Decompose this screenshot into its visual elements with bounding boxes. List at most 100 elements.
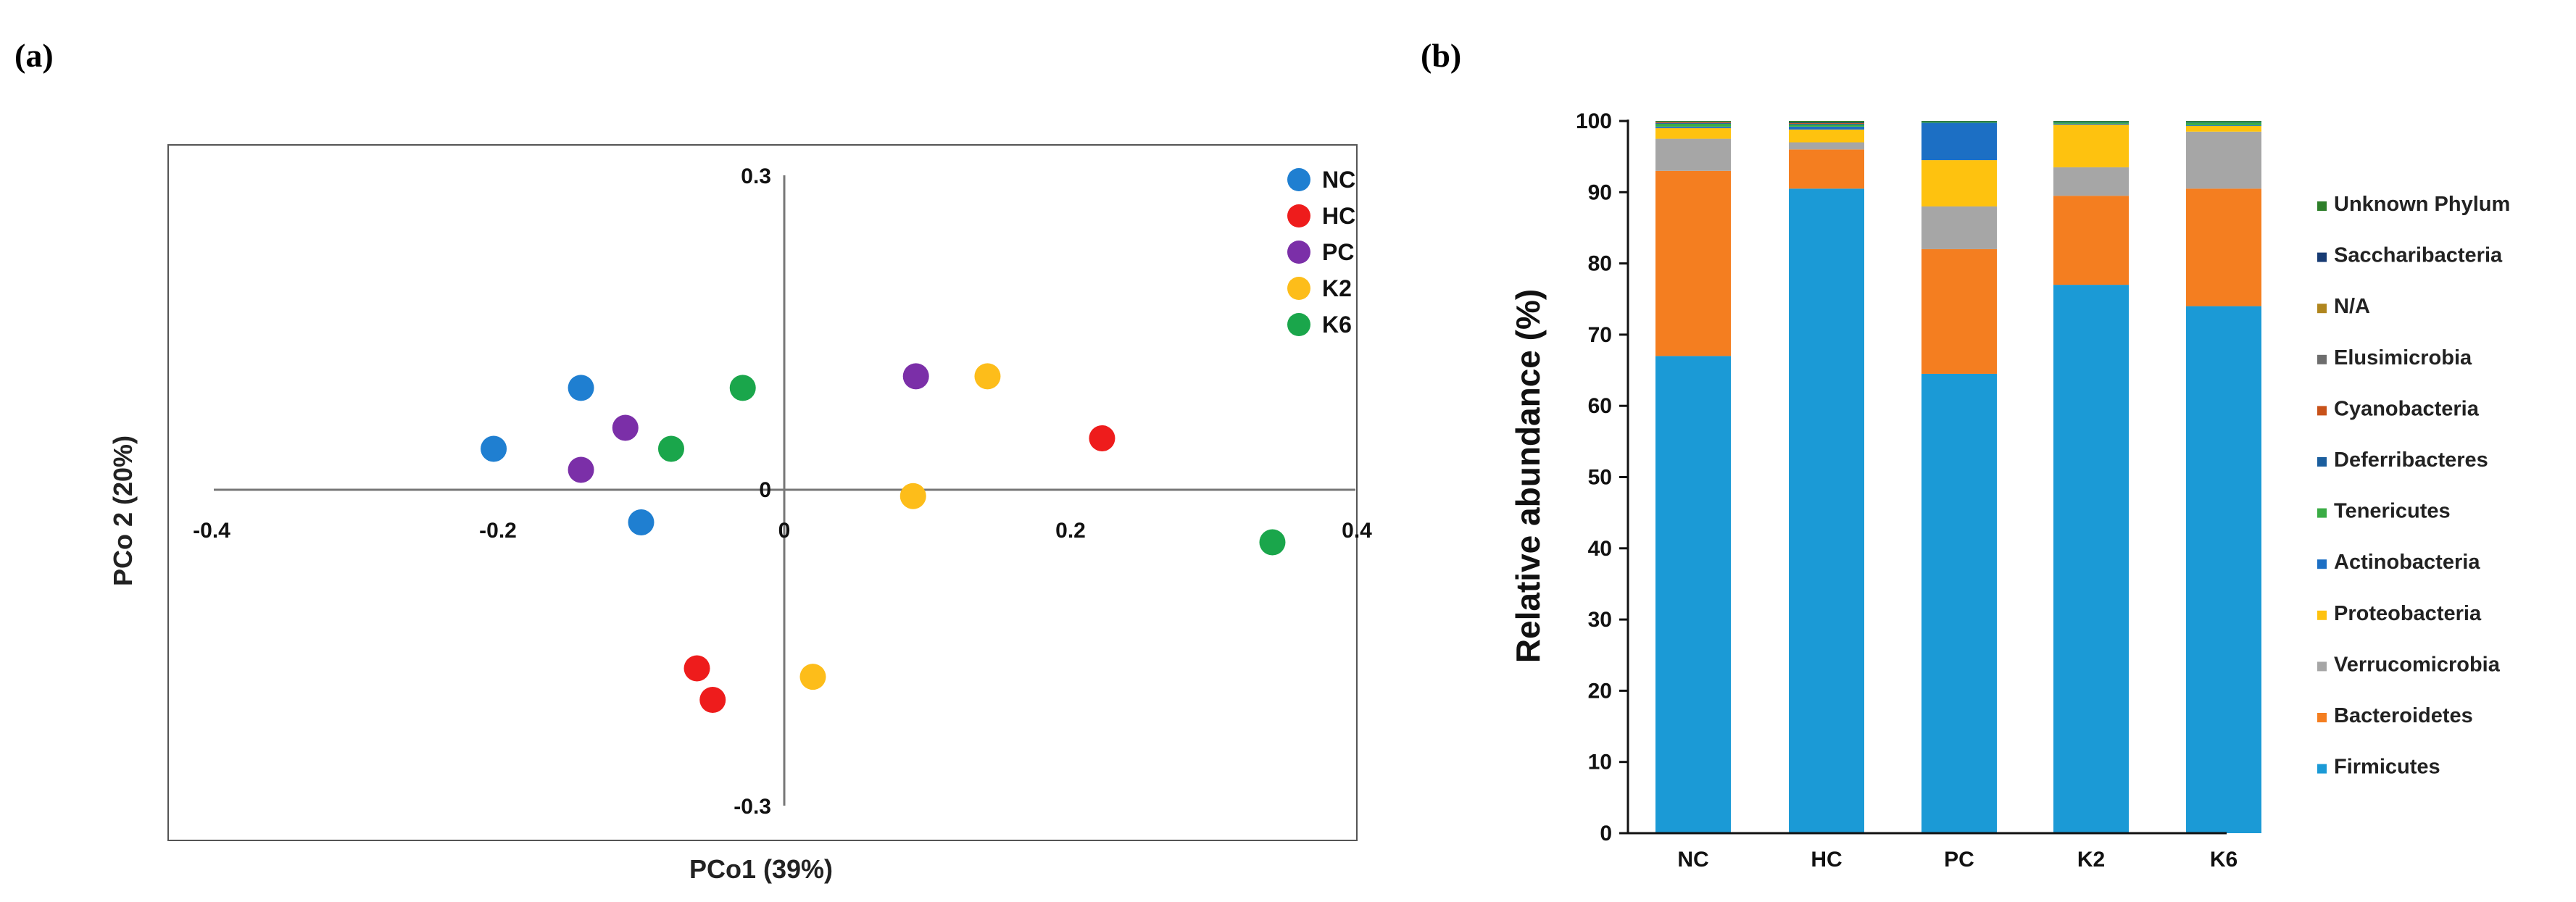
bar-segment-actinobacteria [1921, 122, 1997, 161]
point-k2 [899, 483, 926, 509]
bar-stack-hc [1789, 121, 1864, 833]
legend: NC HC PC K2 K6 [1287, 167, 1355, 338]
bar-segment-unknown-phylum [1655, 121, 1731, 122]
point-k2 [799, 664, 826, 690]
legend-swatch-verrucomicrobia [2317, 661, 2327, 672]
data-points [481, 363, 1286, 713]
x-tick-labels: -0.4 -0.2 0 0.2 0.4 [193, 519, 1372, 543]
legend-marker-hc [1287, 204, 1310, 227]
bar-segment-cyanobacteria [1655, 122, 1731, 123]
x-tick-label: PC [1944, 848, 1974, 872]
bar-segment-unknown-phylum [2186, 121, 2261, 122]
x-tick-label: HC [1811, 848, 1842, 872]
legend-label-actinobacteria: Actinobacteria [2334, 551, 2480, 574]
legend-swatch-deferribacteres [2317, 457, 2327, 467]
y-tick-label: 10 [1588, 751, 1612, 774]
bar-segment-actinobacteria [1789, 126, 1864, 130]
bar-segment-deferribacteres [1655, 122, 1731, 124]
point-pc [902, 363, 929, 390]
bar-segment-firmicutes [2186, 306, 2261, 834]
y-tick-label: 90 [1588, 180, 1612, 204]
y-tick-label: 0.3 [741, 164, 771, 188]
x-tick-label: 0.4 [1342, 519, 1372, 543]
legend-label-firmicutes: Firmicutes [2334, 756, 2440, 779]
bar-segment-tenericutes [2186, 122, 2261, 125]
legend-label-tenericutes: Tenericutes [2334, 500, 2451, 523]
legend-marker-k2 [1287, 277, 1310, 300]
bar-segment-proteobacteria [1921, 160, 1997, 206]
legend-label-unknown-phylum: Unknown Phylum [2334, 193, 2510, 216]
point-hc [1089, 425, 1115, 451]
bar-segment-firmicutes [1789, 188, 1864, 833]
x-tick-labels: NC HC PC K2 K6 [1677, 848, 2238, 872]
point-k6 [729, 375, 756, 401]
bar-segment-tenericutes [1789, 124, 1864, 127]
legend-marker-k6 [1287, 313, 1310, 336]
legend-swatch-n-a [2317, 304, 2327, 314]
bar-segment-firmicutes [2053, 285, 2129, 834]
bar-segment-bacteroidetes [1655, 170, 1731, 356]
y-tick-label: 100 [1576, 109, 1612, 133]
bar-segment-verrucomicrobia [1921, 206, 1997, 249]
bar-segment-firmicutes [1921, 373, 1997, 833]
y-tick-label: 30 [1588, 608, 1612, 632]
bar-segment-actinobacteria [2053, 123, 2129, 125]
legend-label-hc: HC [1322, 203, 1355, 229]
y-tick-label: 40 [1588, 537, 1612, 561]
legend-swatch-cyanobacteria [2317, 406, 2327, 416]
x-tick-label: 0.2 [1055, 519, 1086, 543]
legend-label-k2: K2 [1322, 275, 1352, 301]
x-axis-title: PCo1 (39%) [689, 854, 833, 884]
bar-segment-cyanobacteria [1789, 122, 1864, 124]
point-hc [684, 655, 710, 682]
bar-segment-verrucomicrobia [1789, 142, 1864, 150]
bar-segment-verrucomicrobia [2186, 131, 2261, 189]
y-tick-label: 70 [1588, 323, 1612, 347]
y-tick-labels: 0.3 0 -0.3 [734, 164, 771, 819]
legend-swatch-firmicutes [2317, 764, 2327, 774]
legend-label-proteobacteria: Proteobacteria [2334, 602, 2482, 625]
point-nc [568, 375, 594, 401]
y-tick-label: -0.3 [734, 795, 771, 819]
legend-label-elusimicrobia: Elusimicrobia [2334, 346, 2472, 369]
bar-segment-unknown-phylum [2053, 121, 2129, 122]
legend-label-n-a: N/A [2334, 295, 2370, 318]
bar-segment-actinobacteria [1655, 126, 1731, 128]
x-tick-label: 0 [778, 519, 791, 543]
legend-swatch-bacteroidetes [2317, 713, 2327, 722]
x-tick-label: NC [1677, 848, 1708, 872]
bar-stack-nc [1655, 121, 1731, 833]
panel-b-label: (b) [1421, 37, 1461, 74]
y-ticks: 0 10 20 30 40 50 60 70 80 90 100 [1576, 109, 1628, 845]
bar-segment-tenericutes [2053, 122, 2129, 124]
bar-segment-proteobacteria [2053, 124, 2129, 167]
bar-segment-bacteroidetes [2053, 196, 2129, 285]
y-tick-label: 80 [1588, 252, 1612, 276]
panel-a-label: (a) [14, 37, 54, 74]
legend-label-bacteroidetes: Bacteroidetes [2334, 704, 2473, 727]
bars [1655, 121, 2261, 834]
legend-label-deferribacteres: Deferribacteres [2334, 448, 2488, 472]
point-k6 [657, 435, 684, 462]
legend-marker-pc [1287, 241, 1310, 264]
bar-segment-firmicutes [1655, 356, 1731, 833]
bar-segment-bacteroidetes [2186, 188, 2261, 306]
bar-segment-proteobacteria [1655, 128, 1731, 139]
legend-label-verrucomicrobia: Verrucomicrobia [2334, 653, 2501, 676]
point-k2 [974, 363, 1001, 390]
bar-segment-verrucomicrobia [2053, 167, 2129, 196]
x-tick-label: -0.2 [479, 519, 517, 543]
legend-swatch-proteobacteria [2317, 610, 2327, 620]
point-pc [612, 414, 639, 441]
bar-segment-unknown-phylum [1789, 121, 1864, 122]
bar-segment-proteobacteria [1789, 129, 1864, 143]
bar-segment-verrucomicrobia [1655, 138, 1731, 171]
x-tick-label: K2 [2077, 848, 2105, 872]
legend-marker-nc [1287, 168, 1310, 191]
stacked-bar-chart: 0 10 20 30 40 50 60 70 80 90 100 NC HC PC K2 K6 Unknow… [1509, 109, 2510, 872]
y-tick-label: 20 [1588, 679, 1612, 703]
bar-segment-saccharibacteria [1789, 122, 1864, 123]
y-axis-title: PCo 2 (20%) [108, 435, 138, 586]
bar-segment-tenericutes [1655, 123, 1731, 127]
legend-label-cyanobacteria: Cyanobacteria [2334, 397, 2480, 420]
